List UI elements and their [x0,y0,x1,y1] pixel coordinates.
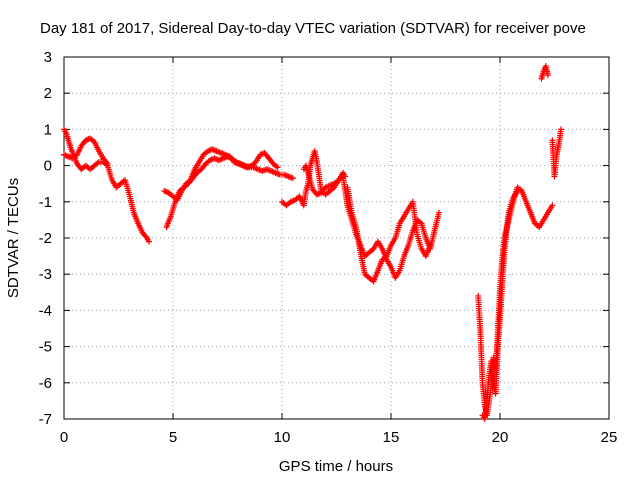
x-tick-label: 25 [601,429,618,446]
y-tick-labels: -7 -6 -5 -4 -3 -2 -1 0 1 2 3 [39,49,52,428]
x-tick-label: 0 [60,429,68,446]
y-tick-label: -1 [39,194,52,211]
data-point-seg-b [104,160,111,167]
axis-ticks [63,56,610,420]
x-tick-label: 20 [492,429,509,446]
data-point-seg-a [146,238,153,245]
data-point-seg-d [274,164,281,171]
y-tick-label: 1 [44,121,52,138]
data-point-seg-i [549,202,556,209]
data-point-seg-j [514,187,521,194]
y-tick-label: 2 [44,85,52,102]
x-axis-label: GPS time / hours [279,458,393,475]
y-axis-label: SDTVAR / TECUs [5,178,22,298]
data-point-seg-g [435,209,442,216]
y-tick-label: 3 [44,49,52,66]
y-tick-label: -7 [39,411,52,428]
x-tick-label: 15 [383,429,400,446]
data-point-seg-l [558,126,565,133]
y-tick-label: -2 [39,230,52,247]
plot-frame [63,56,610,420]
y-tick-label: 0 [44,158,52,175]
x-tick-label: 5 [169,429,177,446]
x-tick-label: 10 [274,429,291,446]
y-tick-label: -6 [39,375,52,392]
y-tick-label: -5 [39,339,52,356]
x-tick-labels: 0 5 10 15 20 25 [60,429,618,446]
y-tick-label: -4 [39,302,52,319]
data-point-seg-h [427,242,434,249]
data-point-seg-a [142,233,149,240]
chart-title: Day 181 of 2017, Sidereal Day-to-day VTE… [40,20,586,37]
data-point-seg-b [103,159,110,166]
data-point-seg-k [544,72,551,79]
data-points [61,63,565,422]
y-tick-label: -3 [39,266,52,283]
data-point-seg-c [289,175,296,182]
grid-lines [64,57,609,419]
